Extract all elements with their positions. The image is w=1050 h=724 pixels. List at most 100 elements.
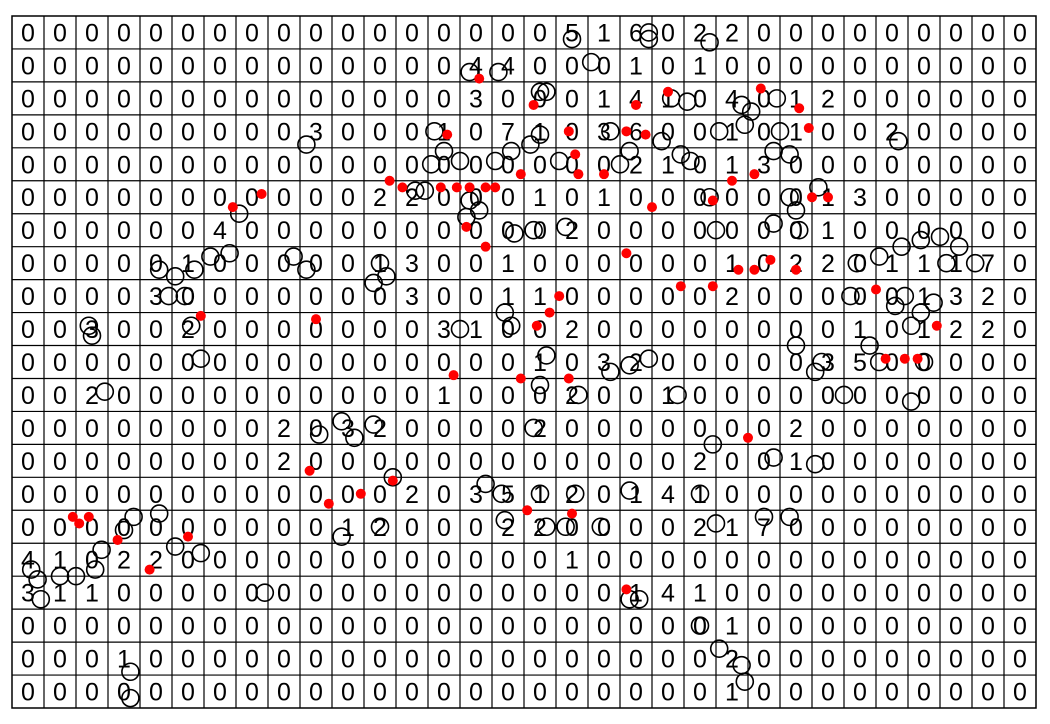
cell-count: 0 (149, 481, 163, 509)
cell-count: 1 (917, 250, 931, 278)
cell-count: 0 (213, 580, 227, 608)
cell-count: 0 (757, 415, 771, 443)
cell-count: 1 (597, 184, 611, 212)
cell-count: 2 (565, 316, 579, 344)
cell-count: 0 (53, 52, 67, 80)
cell-count: 0 (853, 19, 867, 47)
dot (749, 264, 760, 275)
cell-count: 0 (21, 613, 35, 641)
circle-point (735, 672, 755, 691)
cell-count: 0 (181, 448, 195, 476)
dot (195, 310, 206, 321)
cell-count: 0 (501, 217, 515, 245)
cell-count: 0 (597, 481, 611, 509)
cell-count: 0 (501, 151, 515, 179)
cell-count: 0 (565, 52, 579, 80)
cell-count: 0 (245, 250, 259, 278)
cell-count: 0 (917, 151, 931, 179)
cell-count: 0 (949, 217, 963, 245)
circle-point (911, 303, 931, 322)
cell-count: 0 (405, 151, 419, 179)
circle-point (700, 187, 719, 207)
cell-count: 0 (853, 514, 867, 542)
cell-count: 0 (885, 52, 899, 80)
dot (112, 534, 123, 545)
cell-count: 0 (117, 184, 131, 212)
circle-point (524, 418, 543, 438)
cell-count: 0 (693, 415, 707, 443)
cell-count: 0 (693, 184, 707, 212)
cell-count: 0 (53, 481, 67, 509)
cell-count: 0 (757, 448, 771, 476)
cell-count: 0 (501, 613, 515, 641)
cell-count: 0 (341, 250, 355, 278)
cell-count: 0 (629, 547, 643, 575)
cell-count: 0 (949, 580, 963, 608)
cell-count: 0 (149, 250, 163, 278)
cell-count: 0 (661, 19, 675, 47)
cell-count: 0 (821, 580, 835, 608)
cell-count: 1 (821, 217, 835, 245)
dot (871, 284, 881, 295)
cell-count: 0 (117, 250, 131, 278)
cell-count: 0 (981, 349, 995, 377)
cell-count: 0 (53, 382, 67, 410)
cell-count: 0 (661, 118, 675, 146)
dot (256, 188, 267, 199)
dot (464, 182, 475, 193)
cell-count: 0 (277, 19, 291, 47)
dot (544, 307, 555, 318)
cell-count: 0 (149, 217, 163, 245)
cell-count: 0 (373, 613, 387, 641)
cell-count: 0 (85, 481, 99, 509)
circle-point (562, 29, 582, 49)
cell-count: 0 (405, 613, 419, 641)
cell-count: 0 (885, 217, 899, 245)
cell-count: 0 (373, 580, 387, 608)
cell-count: 0 (277, 52, 291, 80)
circle-point (565, 484, 585, 504)
cell-count: 0 (117, 448, 131, 476)
cell-count: 0 (437, 283, 451, 311)
cell-count: 1 (725, 151, 739, 179)
circle-point (79, 316, 99, 336)
cell-count: 0 (117, 613, 131, 641)
cell-count: 0 (405, 646, 419, 674)
cell-count: 0 (437, 415, 451, 443)
cell-count: 0 (437, 52, 451, 80)
cell-count: 0 (661, 547, 675, 575)
cell-count: 0 (437, 514, 451, 542)
cell-count: 0 (53, 679, 67, 707)
cell-count: 0 (309, 580, 323, 608)
cell-count: 0 (757, 547, 771, 575)
circle-point (450, 319, 470, 339)
circle-point (345, 428, 364, 448)
cell-count: 0 (853, 448, 867, 476)
cell-count: 0 (949, 184, 963, 212)
cell-count: 0 (565, 349, 579, 377)
cell-count: 2 (885, 118, 899, 146)
circle-point (780, 145, 799, 164)
cell-count: 0 (661, 646, 675, 674)
cell-count: 0 (885, 514, 899, 542)
cell-count: 0 (437, 19, 451, 47)
cell-count: 0 (757, 679, 771, 707)
cell-count: 0 (213, 613, 227, 641)
cell-count: 0 (245, 646, 259, 674)
cell-count: 0 (917, 613, 931, 641)
cell-count: 2 (277, 448, 291, 476)
cell-count: 0 (789, 316, 803, 344)
circle-point (50, 566, 70, 586)
cell-count: 0 (757, 646, 771, 674)
cell-count: 0 (437, 217, 451, 245)
cell-count: 0 (149, 52, 163, 80)
cell-count: 0 (277, 613, 291, 641)
circle-point (841, 286, 860, 306)
cell-count: 2 (981, 316, 995, 344)
cell-count: 0 (373, 646, 387, 674)
dot (663, 86, 673, 97)
dot (384, 175, 395, 186)
cell-count: 0 (981, 19, 995, 47)
circle-point (85, 560, 105, 579)
